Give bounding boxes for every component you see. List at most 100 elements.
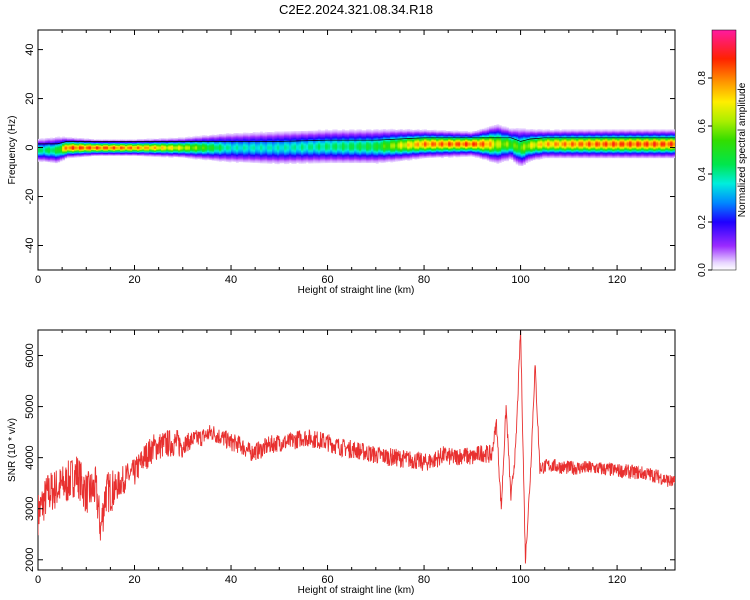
heatmap-cell	[115, 149, 119, 151]
heatmap-cell	[286, 154, 290, 157]
heatmap-cell	[281, 134, 285, 136]
heatmap-cell	[339, 147, 343, 149]
heatmap-cell	[416, 131, 420, 133]
heatmap-cell	[141, 150, 145, 153]
heatmap-cell	[180, 156, 184, 158]
heatmap-cell	[325, 157, 328, 160]
heatmap-cell	[156, 146, 160, 149]
heatmap-cell	[484, 151, 488, 153]
heatmap-cell	[317, 149, 321, 151]
heatmap-cell	[375, 150, 379, 153]
heatmap-cell	[433, 138, 437, 140]
heatmap-cell	[424, 135, 427, 137]
heatmap-cell	[117, 146, 121, 148]
heatmap-cell	[457, 154, 461, 157]
heatmap-cell	[122, 148, 126, 150]
heatmap-cell	[50, 156, 53, 158]
heatmap-cell	[375, 136, 379, 138]
heatmap-cell	[424, 147, 427, 150]
heatmap-cell	[308, 151, 312, 153]
heatmap-cell	[226, 146, 230, 149]
heatmap-cell	[433, 148, 437, 150]
heatmap-cell	[262, 145, 266, 147]
heatmap-cell	[361, 138, 365, 140]
heatmap-cell	[158, 151, 162, 154]
heatmap-cell	[170, 145, 174, 147]
heatmap-cell	[257, 149, 261, 151]
heatmap-cell	[438, 151, 442, 153]
heatmap-cell	[305, 157, 309, 159]
heatmap-cell	[479, 154, 483, 156]
heatmap-cell	[313, 140, 316, 142]
heatmap-cell	[414, 141, 418, 143]
heatmap-cell	[363, 146, 367, 148]
heatmap-cell	[366, 145, 369, 147]
heatmap-cell	[351, 142, 355, 144]
heatmap-cell	[247, 144, 251, 146]
heatmap-cell	[202, 158, 205, 160]
heatmap-cell	[226, 142, 230, 144]
heatmap-cell	[187, 141, 191, 143]
heatmap-cell	[69, 139, 73, 141]
heatmap-cell	[120, 154, 123, 156]
heatmap-cell	[161, 148, 164, 150]
heatmap-cell	[433, 143, 437, 145]
heatmap-cell	[385, 145, 389, 147]
heatmap-cell	[206, 157, 210, 159]
heatmap-cell	[250, 141, 254, 144]
heatmap-cell	[378, 159, 382, 161]
heatmap-cell	[76, 139, 80, 141]
heatmap-cell	[194, 143, 198, 145]
heatmap-cell	[380, 161, 384, 164]
heatmap-cell	[257, 147, 261, 149]
heatmap-cell	[259, 147, 263, 149]
heatmap-cell	[272, 137, 275, 139]
heatmap-cell	[296, 156, 299, 158]
heatmap-cell	[397, 133, 401, 135]
heatmap-cell	[288, 152, 292, 155]
heatmap-cell	[83, 147, 87, 149]
heatmap-cell	[122, 146, 126, 148]
heatmap-cell	[262, 132, 266, 134]
heatmap-cell	[45, 137, 49, 140]
heatmap-cell	[170, 156, 174, 158]
heatmap-cell	[440, 155, 444, 158]
heatmap-cell	[211, 153, 215, 155]
heatmap-cell	[370, 153, 374, 156]
heatmap-cell	[407, 158, 410, 160]
heatmap-cell	[192, 154, 196, 156]
heatmap-cell	[173, 138, 176, 140]
heatmap-cell	[182, 150, 186, 152]
heatmap-cell	[291, 134, 295, 136]
heatmap-cell	[363, 150, 367, 153]
heatmap-cell	[272, 159, 275, 161]
heatmap-cell	[457, 140, 461, 142]
heatmap-cell	[272, 158, 275, 160]
heatmap-cell	[245, 139, 249, 141]
heatmap-cell	[47, 151, 51, 153]
heatmap-cell	[153, 151, 157, 153]
heatmap-cell	[214, 154, 217, 156]
heatmap-cell	[301, 162, 304, 164]
heatmap-cell	[303, 145, 307, 147]
heatmap-cell	[337, 159, 341, 162]
heatmap-cell	[255, 155, 258, 158]
heatmap-cell	[286, 153, 290, 156]
heatmap-cell	[392, 155, 396, 158]
heatmap-cell	[264, 151, 268, 153]
heatmap-cell	[334, 146, 338, 148]
heatmap-cell	[165, 143, 169, 145]
heatmap-cell	[489, 132, 493, 134]
heatmap-cell	[214, 150, 217, 153]
heatmap-cell	[378, 153, 382, 155]
heatmap-cell	[146, 147, 150, 149]
heatmap-cell	[329, 146, 333, 148]
heatmap-cell	[187, 143, 191, 145]
heatmap-cell	[252, 156, 256, 158]
heatmap-cell	[424, 146, 427, 149]
heatmap-cell	[489, 141, 493, 144]
heatmap-cell	[428, 138, 432, 141]
heatmap-cell	[223, 152, 227, 154]
heatmap-cell	[214, 135, 217, 137]
heatmap-cell	[112, 153, 116, 155]
